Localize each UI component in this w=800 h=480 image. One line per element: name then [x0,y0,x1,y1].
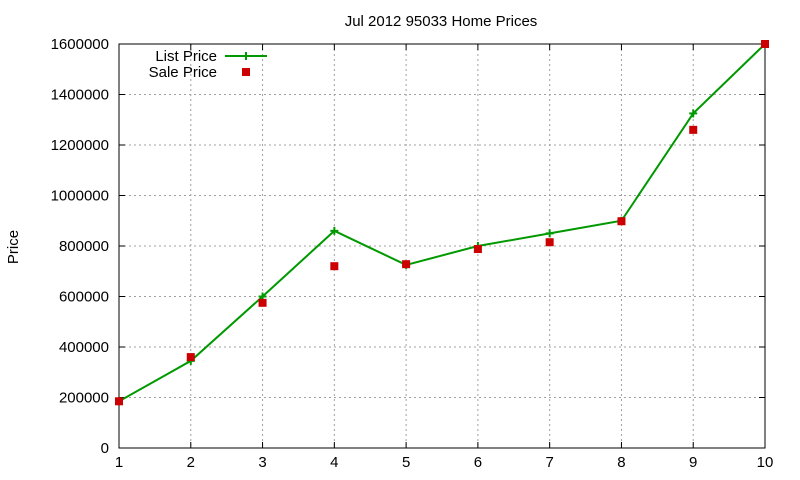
sale-price-point [258,298,267,307]
x-tick-label: 1 [115,454,123,471]
list-price-point [545,229,554,238]
legend-label: List Price [155,48,217,65]
y-tick-label: 1400000 [51,87,109,104]
y-tick-label: 1600000 [51,36,109,53]
x-tick-label: 3 [258,454,266,471]
sale-price-point [473,245,482,254]
x-tick-label: 9 [689,454,697,471]
y-tick-label: 600000 [59,289,109,306]
x-tick-label: 6 [474,454,482,471]
sale-price-point [330,262,339,271]
y-tick-label: 1200000 [51,137,109,154]
x-tick-label: 4 [330,454,338,471]
sale-price-point [761,40,769,48]
sale-price-point [186,353,195,362]
x-tick-label: 7 [545,454,553,471]
legend-swatch-marker [242,68,250,76]
sale-price-point [545,238,554,247]
y-tick-label: 1000000 [51,188,109,205]
list-price-point [689,109,698,118]
sale-price-point [115,397,123,406]
legend-label: Sale Price [149,64,217,81]
x-tick-label: 8 [617,454,625,471]
chart-title: Jul 2012 95033 Home Prices [345,13,538,30]
legend-swatch-marker [242,52,250,60]
sale-price-point [617,217,626,226]
list-price-point [330,226,339,235]
y-tick-label: 0 [101,440,109,457]
axis-ticks: 0 200000 400000 600000 800000 1000000 1200000 1… [51,36,774,471]
y-tick-label: 200000 [59,390,109,407]
grid [119,44,765,448]
list-price-line [118,43,766,403]
series [115,40,769,406]
sale-price-point [402,260,411,269]
sale-price-point [689,125,698,134]
x-tick-label: 2 [187,454,195,471]
y-tick-label: 400000 [59,339,109,356]
x-tick-label: 5 [402,454,410,471]
x-tick-label: 10 [757,454,774,471]
y-tick-label: 800000 [59,238,109,255]
y-axis-label: Price [5,230,22,264]
